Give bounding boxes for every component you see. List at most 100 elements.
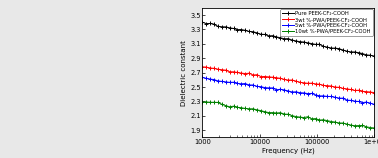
10wt %-PWA/PEEK-CF₂-COOH: [239, 107, 243, 109]
3wt %-PWA/PEEK-CF₂-COOH: [341, 88, 345, 89]
10wt %-PWA/PEEK-CF₂-COOH: [247, 108, 251, 110]
5wt %-PWA/PEEK-CF₂-COOH: [298, 92, 302, 94]
Pure PEEK-CF₂-COOH: [364, 54, 369, 56]
10wt %-PWA/PEEK-CF₂-COOH: [255, 109, 259, 111]
5wt %-PWA/PEEK-CF₂-COOH: [341, 97, 345, 99]
3wt %-PWA/PEEK-CF₂-COOH: [294, 80, 298, 82]
10wt %-PWA/PEEK-CF₂-COOH: [223, 105, 228, 106]
3wt %-PWA/PEEK-CF₂-COOH: [286, 79, 290, 81]
3wt %-PWA/PEEK-CF₂-COOH: [356, 89, 361, 91]
3wt %-PWA/PEEK-CF₂-COOH: [372, 92, 376, 94]
3wt %-PWA/PEEK-CF₂-COOH: [329, 85, 333, 87]
Line: 10wt %-PWA/PEEK-CF₂-COOH: 10wt %-PWA/PEEK-CF₂-COOH: [200, 100, 376, 130]
Pure PEEK-CF₂-COOH: [200, 21, 204, 23]
Pure PEEK-CF₂-COOH: [329, 47, 333, 49]
10wt %-PWA/PEEK-CF₂-COOH: [290, 115, 294, 117]
Pure PEEK-CF₂-COOH: [298, 41, 302, 43]
10wt %-PWA/PEEK-CF₂-COOH: [349, 124, 353, 126]
Pure PEEK-CF₂-COOH: [270, 35, 275, 37]
10wt %-PWA/PEEK-CF₂-COOH: [352, 125, 357, 127]
5wt %-PWA/PEEK-CF₂-COOH: [368, 102, 373, 104]
5wt %-PWA/PEEK-CF₂-COOH: [356, 100, 361, 102]
10wt %-PWA/PEEK-CF₂-COOH: [282, 113, 287, 115]
10wt %-PWA/PEEK-CF₂-COOH: [262, 111, 267, 113]
3wt %-PWA/PEEK-CF₂-COOH: [200, 66, 204, 68]
Pure PEEK-CF₂-COOH: [302, 41, 306, 43]
Pure PEEK-CF₂-COOH: [333, 47, 338, 49]
3wt %-PWA/PEEK-CF₂-COOH: [298, 81, 302, 83]
3wt %-PWA/PEEK-CF₂-COOH: [227, 71, 232, 73]
5wt %-PWA/PEEK-CF₂-COOH: [329, 96, 333, 97]
3wt %-PWA/PEEK-CF₂-COOH: [266, 76, 271, 78]
3wt %-PWA/PEEK-CF₂-COOH: [243, 73, 248, 74]
Pure PEEK-CF₂-COOH: [321, 45, 326, 47]
3wt %-PWA/PEEK-CF₂-COOH: [231, 71, 236, 73]
5wt %-PWA/PEEK-CF₂-COOH: [325, 95, 330, 97]
5wt %-PWA/PEEK-CF₂-COOH: [227, 81, 232, 83]
5wt %-PWA/PEEK-CF₂-COOH: [352, 100, 357, 102]
5wt %-PWA/PEEK-CF₂-COOH: [317, 95, 322, 97]
Pure PEEK-CF₂-COOH: [345, 50, 349, 52]
10wt %-PWA/PEEK-CF₂-COOH: [305, 116, 310, 118]
5wt %-PWA/PEEK-CF₂-COOH: [294, 91, 298, 93]
Pure PEEK-CF₂-COOH: [294, 40, 298, 42]
10wt %-PWA/PEEK-CF₂-COOH: [227, 106, 232, 108]
10wt %-PWA/PEEK-CF₂-COOH: [235, 106, 240, 108]
Pure PEEK-CF₂-COOH: [337, 48, 341, 50]
3wt %-PWA/PEEK-CF₂-COOH: [262, 76, 267, 77]
5wt %-PWA/PEEK-CF₂-COOH: [282, 89, 287, 91]
Pure PEEK-CF₂-COOH: [278, 37, 283, 39]
3wt %-PWA/PEEK-CF₂-COOH: [321, 84, 326, 86]
3wt %-PWA/PEEK-CF₂-COOH: [251, 74, 255, 76]
5wt %-PWA/PEEK-CF₂-COOH: [321, 95, 326, 97]
10wt %-PWA/PEEK-CF₂-COOH: [278, 112, 283, 114]
10wt %-PWA/PEEK-CF₂-COOH: [294, 116, 298, 118]
Pure PEEK-CF₂-COOH: [352, 51, 357, 53]
10wt %-PWA/PEEK-CF₂-COOH: [337, 122, 341, 124]
3wt %-PWA/PEEK-CF₂-COOH: [302, 82, 306, 84]
10wt %-PWA/PEEK-CF₂-COOH: [325, 120, 330, 122]
10wt %-PWA/PEEK-CF₂-COOH: [212, 101, 216, 103]
X-axis label: Frequency (Hz): Frequency (Hz): [262, 148, 314, 154]
Pure PEEK-CF₂-COOH: [255, 32, 259, 34]
Line: 5wt %-PWA/PEEK-CF₂-COOH: 5wt %-PWA/PEEK-CF₂-COOH: [200, 75, 376, 106]
10wt %-PWA/PEEK-CF₂-COOH: [360, 125, 365, 126]
Pure PEEK-CF₂-COOH: [282, 38, 287, 40]
5wt %-PWA/PEEK-CF₂-COOH: [262, 87, 267, 89]
10wt %-PWA/PEEK-CF₂-COOH: [317, 119, 322, 121]
10wt %-PWA/PEEK-CF₂-COOH: [220, 103, 224, 105]
10wt %-PWA/PEEK-CF₂-COOH: [298, 116, 302, 118]
Pure PEEK-CF₂-COOH: [215, 25, 220, 27]
Pure PEEK-CF₂-COOH: [368, 54, 373, 56]
Pure PEEK-CF₂-COOH: [341, 49, 345, 51]
5wt %-PWA/PEEK-CF₂-COOH: [349, 100, 353, 101]
3wt %-PWA/PEEK-CF₂-COOH: [305, 82, 310, 84]
Pure PEEK-CF₂-COOH: [266, 35, 271, 37]
5wt %-PWA/PEEK-CF₂-COOH: [270, 87, 275, 89]
3wt %-PWA/PEEK-CF₂-COOH: [255, 74, 259, 76]
3wt %-PWA/PEEK-CF₂-COOH: [333, 86, 338, 88]
10wt %-PWA/PEEK-CF₂-COOH: [274, 112, 279, 114]
Pure PEEK-CF₂-COOH: [239, 29, 243, 30]
10wt %-PWA/PEEK-CF₂-COOH: [231, 105, 236, 107]
5wt %-PWA/PEEK-CF₂-COOH: [372, 103, 376, 105]
10wt %-PWA/PEEK-CF₂-COOH: [321, 119, 326, 121]
3wt %-PWA/PEEK-CF₂-COOH: [368, 91, 373, 93]
5wt %-PWA/PEEK-CF₂-COOH: [305, 93, 310, 94]
5wt %-PWA/PEEK-CF₂-COOH: [259, 86, 263, 88]
3wt %-PWA/PEEK-CF₂-COOH: [317, 83, 322, 85]
10wt %-PWA/PEEK-CF₂-COOH: [208, 101, 212, 103]
Pure PEEK-CF₂-COOH: [290, 39, 294, 41]
10wt %-PWA/PEEK-CF₂-COOH: [266, 112, 271, 114]
5wt %-PWA/PEEK-CF₂-COOH: [208, 78, 212, 80]
Pure PEEK-CF₂-COOH: [235, 29, 240, 31]
5wt %-PWA/PEEK-CF₂-COOH: [231, 81, 236, 83]
3wt %-PWA/PEEK-CF₂-COOH: [259, 76, 263, 78]
3wt %-PWA/PEEK-CF₂-COOH: [247, 72, 251, 74]
10wt %-PWA/PEEK-CF₂-COOH: [368, 127, 373, 128]
3wt %-PWA/PEEK-CF₂-COOH: [282, 79, 287, 80]
Pure PEEK-CF₂-COOH: [360, 53, 365, 55]
3wt %-PWA/PEEK-CF₂-COOH: [349, 88, 353, 90]
3wt %-PWA/PEEK-CF₂-COOH: [223, 69, 228, 71]
3wt %-PWA/PEEK-CF₂-COOH: [215, 68, 220, 70]
